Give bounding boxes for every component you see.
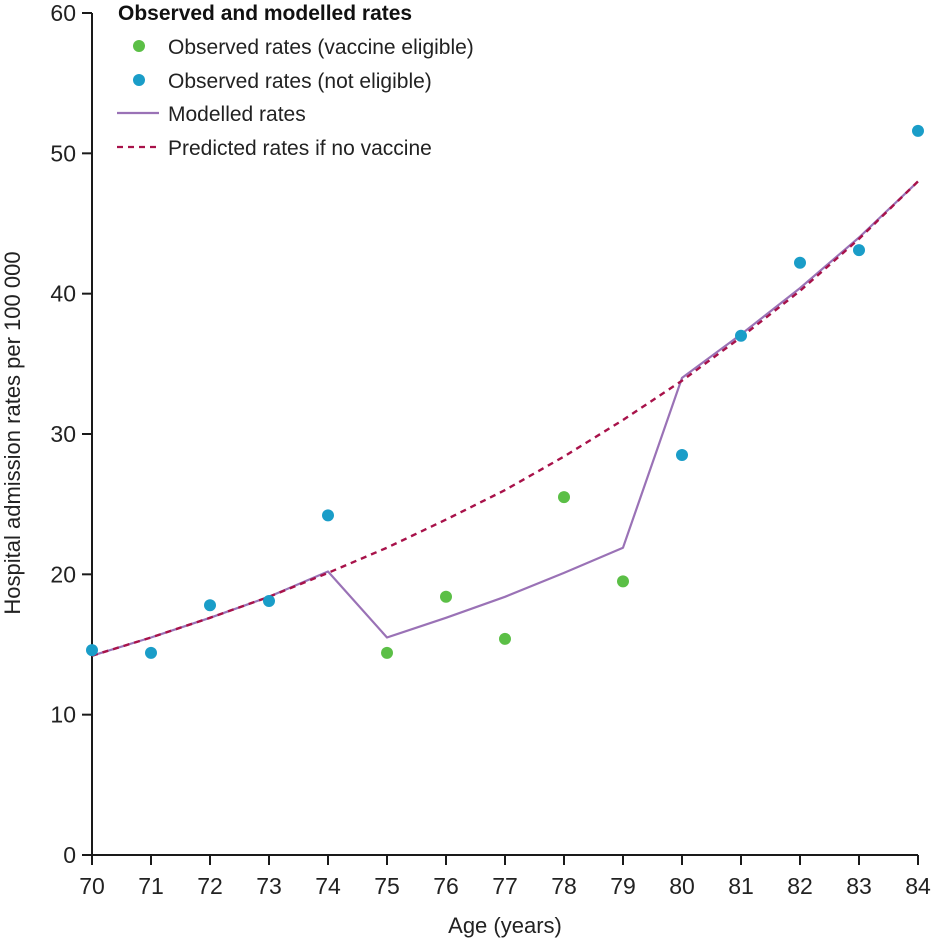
observed-not-eligible-point (86, 644, 98, 657)
axes: 0 10 20 30 40 50 60 70 71 72 73 74 75 76 77 78 79 80 81 82 8… (50, 0, 931, 899)
observed-not-eligible-point (735, 329, 747, 342)
x-tick-label: 77 (492, 873, 518, 899)
y-tick-label: 20 (50, 561, 76, 587)
legend-label: Predicted rates if no vaccine (168, 137, 432, 160)
legend-marker-icon (133, 74, 145, 86)
x-tick-label: 71 (138, 873, 164, 899)
legend-label: Observed rates (vaccine eligible) (168, 36, 474, 59)
observed-not-eligible-point (263, 594, 275, 607)
legend-title: Observed and modelled rates (118, 2, 412, 25)
x-tick-label: 74 (315, 873, 341, 899)
observed-not-eligible-point (676, 449, 688, 462)
legend-label: Modelled rates (168, 103, 306, 126)
observed-not-eligible-point (204, 599, 216, 612)
observed-not-eligible-point (322, 509, 334, 522)
y-axis-title: Hospital admission rates per 100 000 (0, 251, 25, 614)
legend-label: Observed rates (not eligible) (168, 70, 432, 93)
x-tick-label: 79 (610, 873, 636, 899)
predicted-rates-dashed-line (91, 180, 919, 657)
x-tick-label: 73 (256, 873, 282, 899)
x-axis-title: Age (years) (448, 913, 562, 938)
x-tick-label: 72 (197, 873, 223, 899)
modelled-rates-line (91, 180, 919, 657)
legend-marker-icon (133, 40, 145, 52)
x-tick-label: 75 (374, 873, 400, 899)
observed-not-eligible-point (794, 256, 806, 269)
x-tick-label: 70 (79, 873, 105, 899)
x-tick-label: 84 (905, 873, 931, 899)
observed-eligible-point (558, 491, 570, 504)
y-tick-label: 40 (50, 281, 76, 307)
x-tick-label: 76 (433, 873, 459, 899)
y-tick-label: 60 (50, 0, 76, 26)
legend: Observed and modelled rates Observed rate… (117, 2, 474, 160)
observed-eligible-point (381, 646, 393, 659)
observed-not-eligible-point (145, 646, 157, 659)
series-lines (91, 180, 919, 657)
x-tick-label: 81 (728, 873, 754, 899)
observed-not-eligible-point (912, 124, 924, 137)
x-tick-label: 82 (787, 873, 813, 899)
observed-eligible-point (617, 575, 629, 588)
x-tick-label: 78 (551, 873, 577, 899)
series-points (86, 124, 924, 659)
observed-eligible-point (499, 632, 511, 645)
x-tick-label: 83 (846, 873, 872, 899)
x-tick-label: 80 (669, 873, 695, 899)
observed-eligible-point (440, 590, 452, 603)
y-tick-label: 30 (50, 421, 76, 447)
y-tick-label: 0 (63, 842, 76, 868)
observed-not-eligible-point (853, 244, 865, 257)
y-tick-label: 50 (50, 140, 76, 166)
y-tick-label: 10 (50, 702, 76, 728)
